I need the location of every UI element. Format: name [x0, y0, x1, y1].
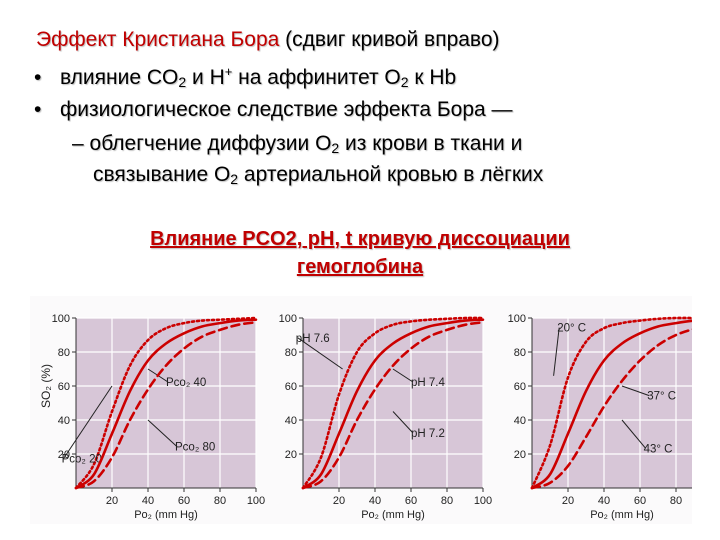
y-tick-label: 20 [514, 449, 526, 461]
subheading-line-1: Влияние PCO2, pH, t кривую диссоциации [150, 228, 570, 250]
y-tick-label: 80 [514, 347, 526, 359]
series-leader-line [297, 337, 343, 370]
x-tick-label: 20 [333, 495, 345, 507]
subbullet-line-2: связывание O2 артериальной кровью в лёгк… [93, 163, 543, 187]
title-red-part: Эффект Кристиана Бора [36, 28, 280, 51]
y-tick-label: 60 [514, 381, 526, 393]
x-tick-label: 100 [474, 495, 492, 507]
x-tick-label: 60 [178, 495, 190, 507]
series-leader-line [63, 385, 113, 459]
series-leader-line [392, 411, 414, 434]
bullet-text: физиологическое следствие эффекта Бора — [60, 98, 513, 121]
series-leader-line [147, 419, 178, 447]
series-line-3 [530, 328, 692, 490]
series-label: 37° C [647, 391, 676, 403]
series-line-2 [530, 319, 692, 490]
x-tick-label: 80 [441, 495, 453, 507]
x-tick-label: 40 [142, 495, 154, 507]
x-tick-label: 40 [598, 495, 610, 507]
series-line-2 [301, 318, 485, 490]
x-axis-label: Po₂ (mm Hg) [361, 509, 425, 521]
bullet-text: на аффинитет O [232, 66, 401, 89]
series-label: pH 7.4 [411, 377, 445, 389]
series-label: pH 7.6 [296, 333, 330, 345]
series-line-1 [530, 316, 692, 490]
y-tick-label: 40 [514, 415, 526, 427]
series-line-3 [301, 321, 485, 490]
subbullet-text: из крови в ткани и [339, 132, 523, 155]
y-tick-label: 100 [508, 313, 526, 325]
subbullet-text: связывание O [93, 163, 231, 186]
subscript: 2 [230, 171, 239, 187]
subbullet-marker: – [72, 132, 84, 155]
series-line-1 [301, 316, 485, 490]
x-axis-label: Po₂ (mm Hg) [590, 509, 654, 521]
bullet-co2-affinity: • влияние CO2 и H+ на аффинитет O2 к Hb [34, 64, 456, 90]
bullet-physiology: • физиологическое следствие эффекта Бора … [34, 98, 513, 122]
y-tick-label: 60 [58, 381, 70, 393]
series-label: Pco₂ 80 [175, 442, 215, 454]
series-line-3 [74, 321, 258, 490]
subbullet-text: облегчение диффузии O [89, 132, 332, 155]
y-tick-label: 40 [285, 415, 297, 427]
x-tick-label: 60 [405, 495, 417, 507]
series-leader-line [553, 327, 560, 376]
title-black-part: (сдвиг кривой вправо) [285, 28, 500, 51]
slide-title: Эффект Кристиана Бора (сдвиг кривой впра… [36, 28, 500, 52]
y-tick-label: 80 [285, 347, 297, 359]
series-label: 20° C [557, 323, 586, 335]
bullet-text: и H [186, 66, 225, 89]
series-leader-line [621, 419, 646, 449]
bullet-marker: • [34, 66, 42, 89]
series-label: Pco₂ 20 [62, 454, 102, 466]
series-label: 43° C [644, 443, 673, 455]
y-tick-label: 100 [52, 313, 70, 325]
plot-area [76, 318, 256, 488]
y-axis-label: SO₂ (%) [39, 364, 53, 408]
series-leader-line [392, 368, 414, 383]
x-tick-label: 80 [214, 495, 226, 507]
y-tick-label: 20 [285, 449, 297, 461]
x-tick-label: 80 [670, 495, 682, 507]
plot-area [303, 318, 483, 488]
series-line-2 [74, 318, 258, 490]
superscript: + [224, 64, 233, 79]
x-axis-label: Po₂ (mm Hg) [134, 509, 198, 521]
dissociation-curves-figure: SO₂ (%) 20 40 60 80 100 20 40 60 80 100 Po₂ (mm Hg)… [30, 296, 692, 524]
subheading-line-2: гемоглобина [296, 256, 424, 278]
bullet-marker: • [34, 98, 42, 121]
bullet-text: влияние CO [60, 66, 179, 89]
series-label: Pco₂ 40 [166, 377, 206, 389]
series-line-1 [74, 316, 258, 490]
x-tick-label: 100 [247, 495, 265, 507]
subbullet-text: артериальной кровью в лёгких [238, 163, 544, 186]
x-tick-label: 20 [106, 495, 118, 507]
subscript: 2 [331, 140, 340, 156]
subscript: 2 [400, 74, 409, 90]
chart-panel-1: 20 40 60 80 100 20 40 60 80 100 Po₂ (mm Hg) Pco₂ 20… [52, 313, 266, 521]
y-tick-label: 60 [285, 381, 297, 393]
bullet-text: к Hb [408, 66, 457, 89]
series-label: pH 7.2 [411, 428, 445, 440]
x-tick-label: 40 [369, 495, 381, 507]
subscript: 2 [178, 74, 187, 90]
series-leader-line [621, 385, 650, 397]
y-tick-label: 40 [58, 415, 70, 427]
y-tick-label: 20 [58, 449, 70, 461]
subbullet-line-1: – облегчение диффузии O2 из крови в ткан… [72, 132, 522, 156]
y-tick-label: 80 [58, 347, 70, 359]
x-tick-label: 60 [634, 495, 646, 507]
y-tick-label: 100 [279, 313, 297, 325]
chart-panel-2: 20 40 60 80 100 20 40 60 80 100 Po₂ (mm Hg) pH 7.6 p… [279, 313, 493, 521]
x-tick-label: 20 [562, 495, 574, 507]
